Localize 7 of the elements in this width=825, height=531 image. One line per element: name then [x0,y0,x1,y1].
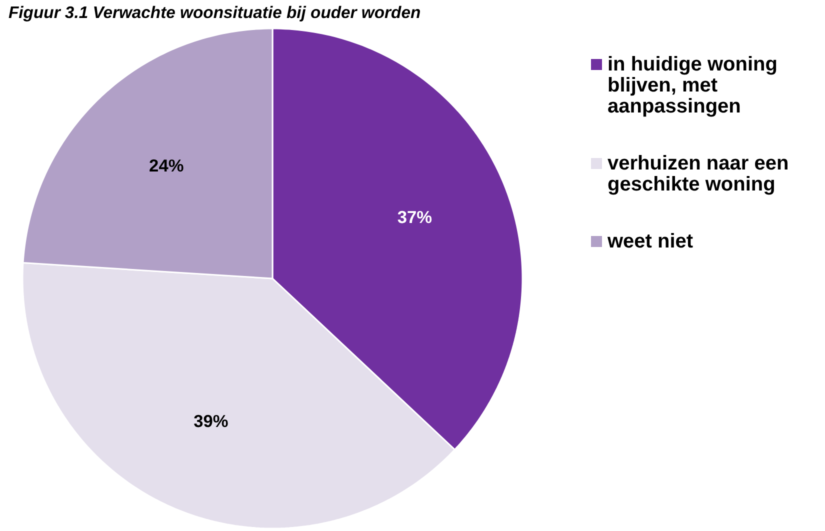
data-label: 39% [194,410,228,431]
data-label: 37% [397,206,432,227]
chart-title: Figuur 3.1 Verwachte woonsituatie bij ouder worden [8,3,421,22]
legend-label: in huidige woning blijven, met aanpassingen [608,54,778,118]
legend-label: verhuizen naar een geschikte woning [608,152,789,196]
legend-label: weet niet [606,230,694,252]
data-label: 24% [149,156,184,176]
